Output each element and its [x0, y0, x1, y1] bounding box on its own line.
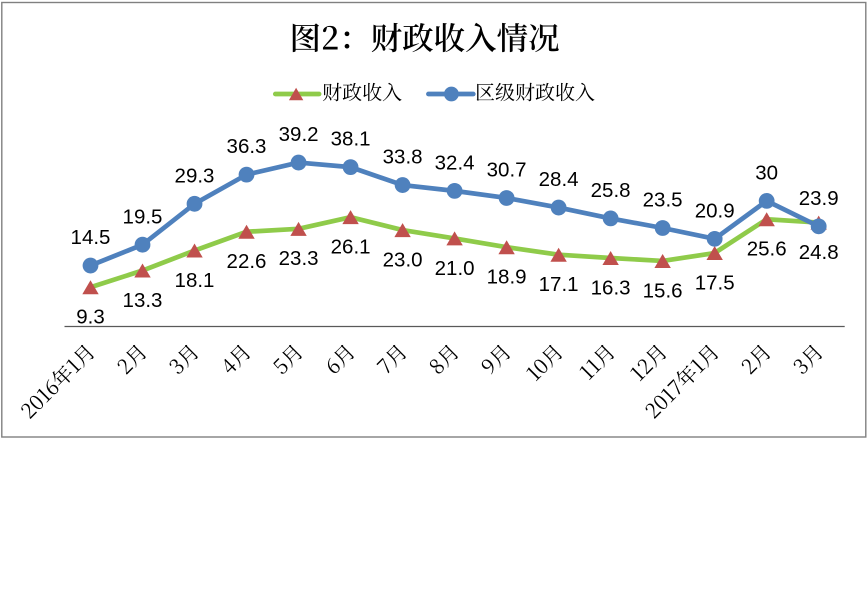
svg-text:17.1: 17.1 [539, 273, 579, 296]
svg-text:21.0: 21.0 [435, 257, 475, 280]
svg-text:18.9: 18.9 [487, 266, 527, 289]
svg-text:30.7: 30.7 [487, 159, 527, 182]
svg-text:15.6: 15.6 [643, 279, 683, 302]
svg-text:32.4: 32.4 [435, 152, 475, 175]
svg-text:23.3: 23.3 [279, 247, 319, 270]
svg-text:30: 30 [755, 162, 778, 185]
svg-text:39.2: 39.2 [279, 123, 319, 146]
svg-text:16.3: 16.3 [591, 276, 631, 299]
svg-text:19.5: 19.5 [123, 205, 163, 228]
svg-text:20.9: 20.9 [695, 199, 735, 222]
svg-text:25.6: 25.6 [747, 238, 787, 261]
svg-text:24.8: 24.8 [799, 241, 839, 264]
svg-text:9.3: 9.3 [76, 306, 105, 329]
svg-text:26.1: 26.1 [331, 236, 371, 259]
svg-text:13.3: 13.3 [123, 289, 163, 312]
svg-text:17.5: 17.5 [695, 271, 735, 294]
svg-text:23.0: 23.0 [383, 249, 423, 272]
svg-text:22.6: 22.6 [227, 250, 267, 273]
svg-text:23.5: 23.5 [643, 189, 683, 212]
svg-text:38.1: 38.1 [331, 128, 371, 151]
svg-text:28.4: 28.4 [539, 168, 579, 191]
svg-text:29.3: 29.3 [175, 164, 215, 187]
svg-text:25.8: 25.8 [591, 179, 631, 202]
svg-text:23.9: 23.9 [799, 187, 839, 210]
svg-text:14.5: 14.5 [71, 226, 111, 249]
svg-text:36.3: 36.3 [227, 135, 267, 158]
svg-text:33.8: 33.8 [383, 146, 423, 169]
svg-text:18.1: 18.1 [175, 269, 215, 292]
